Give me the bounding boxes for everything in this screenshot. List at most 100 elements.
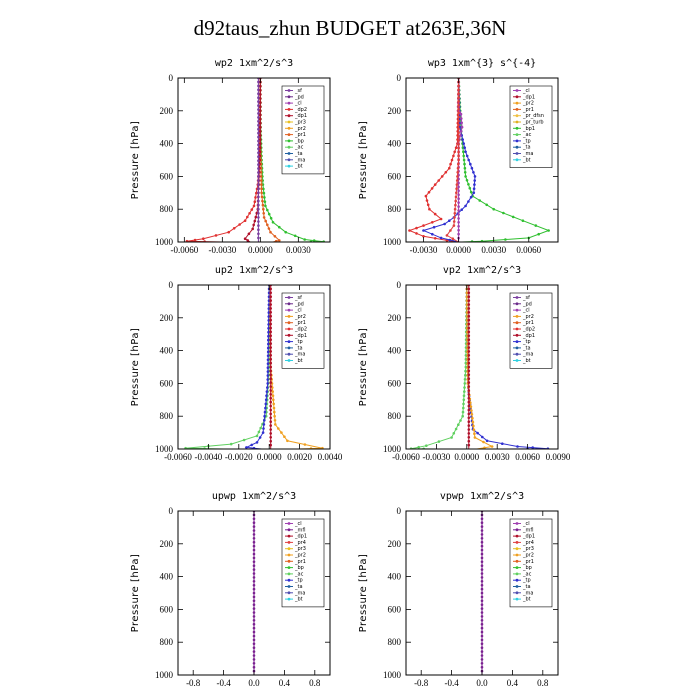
legend-marker	[515, 158, 519, 162]
series-point	[257, 159, 260, 162]
series-point	[465, 154, 469, 158]
legend-marker	[515, 534, 519, 538]
chart-panel-4: vp2 1xm^2/s^3 Pressure [hPa] 0 200 400 600 800…	[358, 265, 571, 462]
series-point	[454, 146, 458, 149]
series-point	[457, 119, 460, 123]
series-point	[252, 587, 256, 591]
series-point	[453, 207, 457, 211]
series-point	[480, 626, 484, 630]
series-point	[257, 203, 260, 207]
series-point	[265, 390, 269, 393]
legend-entry: _bt	[294, 597, 303, 603]
y-tick-label: 1000	[383, 237, 402, 247]
series-point	[504, 238, 507, 241]
legend-box	[281, 292, 325, 369]
x-tick-label: 0.0090	[546, 452, 571, 462]
series-point	[267, 338, 270, 342]
series-point	[430, 187, 434, 190]
series-point	[480, 544, 484, 548]
legend-marker	[287, 528, 291, 532]
series-point	[480, 662, 484, 665]
series-point	[271, 221, 275, 224]
series-point	[424, 194, 428, 198]
series-point	[465, 291, 469, 295]
series-point	[485, 203, 489, 207]
series-point	[269, 381, 273, 384]
series-point	[480, 572, 484, 575]
series-point	[257, 199, 260, 203]
series-point	[252, 619, 256, 622]
legend-marker	[287, 315, 291, 318]
series-point	[257, 195, 260, 199]
legend-entry: _pr1	[294, 559, 306, 565]
series-point	[457, 221, 460, 224]
series-point	[273, 419, 277, 422]
legend-marker	[515, 340, 519, 343]
series-point	[463, 162, 466, 166]
series-point	[252, 446, 256, 449]
y-tick-label: 800	[160, 637, 174, 647]
series-point	[448, 238, 452, 242]
series-point	[457, 217, 460, 220]
y-tick-label: 0	[397, 280, 402, 290]
legend-entry: _pr1	[294, 132, 306, 138]
series-point	[480, 583, 484, 587]
series-point	[422, 224, 425, 227]
legend-entry: _pr2	[294, 314, 306, 320]
series-point	[269, 346, 273, 349]
legend-marker	[287, 308, 291, 312]
series-point	[261, 203, 265, 207]
series-point	[521, 219, 525, 222]
series-point	[467, 369, 471, 373]
series-point	[259, 426, 263, 430]
series-point	[246, 215, 249, 219]
series-point	[457, 135, 460, 138]
series-point	[516, 445, 519, 448]
legend-marker	[515, 597, 519, 601]
series-point	[463, 166, 467, 170]
series-point	[467, 158, 471, 162]
series-point	[267, 327, 270, 330]
series-point	[480, 611, 484, 614]
series-point	[257, 112, 260, 115]
series-point	[467, 338, 471, 342]
series-point	[262, 423, 266, 426]
series-point	[473, 432, 476, 436]
legend-entry: _pr_dfsn	[522, 113, 544, 119]
series-point	[457, 189, 460, 193]
x-tick-label: 0.0000	[248, 245, 273, 255]
series-point	[269, 369, 273, 373]
series-point	[461, 414, 465, 418]
series-point	[252, 564, 256, 567]
series-point	[467, 303, 471, 306]
series-point	[252, 658, 256, 661]
series-point	[257, 212, 260, 215]
y-tick-label: 600	[388, 604, 402, 614]
legend-marker	[515, 126, 519, 130]
y-axis-label: Pressure [hPa]	[358, 328, 369, 407]
series-point	[471, 416, 474, 420]
legend-entry: _cl	[522, 308, 530, 314]
series-point	[467, 389, 471, 392]
series-point	[257, 100, 260, 103]
legend-marker	[287, 547, 291, 551]
series-point	[456, 175, 459, 178]
series-point	[490, 445, 494, 448]
legend-marker	[515, 346, 519, 350]
series-point	[269, 432, 273, 435]
legend-entry: _ma	[522, 352, 533, 358]
legend-marker	[287, 95, 291, 99]
legend-marker	[287, 327, 291, 331]
legend-marker	[287, 578, 291, 582]
legend-entry: _bt	[294, 164, 303, 170]
x-tick-label: -0.0020	[225, 452, 253, 462]
y-tick-label: 1000	[155, 444, 174, 454]
series-point	[439, 236, 443, 240]
series-point	[269, 393, 273, 396]
series-point	[269, 338, 273, 342]
legend-entry: _bp	[522, 565, 532, 571]
series-tp	[244, 285, 271, 449]
x-tick-label: -0.0060	[170, 245, 198, 255]
series-point	[252, 622, 256, 626]
series-point	[263, 196, 266, 199]
